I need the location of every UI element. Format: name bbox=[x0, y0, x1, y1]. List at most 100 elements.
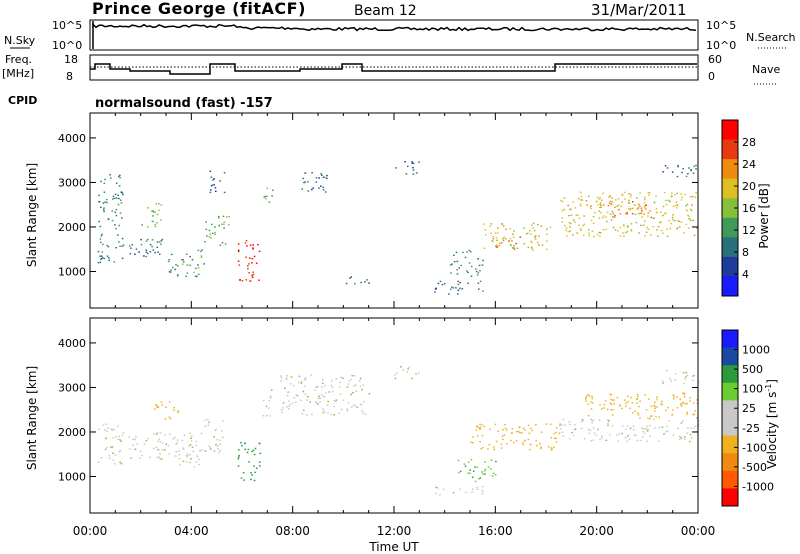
data-cell bbox=[408, 366, 410, 368]
data-cell bbox=[161, 238, 164, 241]
data-cell bbox=[513, 244, 515, 247]
colorbar-segment bbox=[722, 418, 738, 437]
data-cell bbox=[648, 192, 651, 194]
data-cell bbox=[120, 191, 123, 193]
data-cell bbox=[280, 409, 283, 411]
data-cell bbox=[637, 412, 639, 414]
data-cell bbox=[333, 405, 335, 408]
data-cell bbox=[492, 238, 495, 240]
data-cell bbox=[225, 216, 228, 218]
data-cell bbox=[549, 423, 552, 425]
data-cell bbox=[591, 422, 593, 424]
data-cell bbox=[455, 251, 458, 254]
data-cell bbox=[631, 213, 634, 215]
data-cell bbox=[680, 404, 683, 406]
colorbar-segment bbox=[722, 198, 738, 219]
data-cell bbox=[646, 425, 648, 428]
data-cell bbox=[670, 380, 672, 382]
data-cell bbox=[463, 463, 466, 465]
data-cell bbox=[509, 228, 511, 230]
data-cell bbox=[418, 161, 420, 163]
data-cell bbox=[535, 424, 537, 426]
data-cell bbox=[241, 445, 243, 447]
data-cell bbox=[599, 235, 601, 238]
data-cell bbox=[280, 375, 282, 377]
colorbar-segment bbox=[722, 237, 738, 258]
data-cell bbox=[146, 207, 149, 209]
data-cell bbox=[117, 425, 119, 427]
data-cell bbox=[325, 392, 327, 394]
data-cell bbox=[288, 400, 290, 402]
data-cell bbox=[693, 427, 695, 429]
data-cell bbox=[437, 282, 440, 285]
data-cell bbox=[588, 234, 590, 237]
data-cell bbox=[158, 438, 160, 440]
data-cell bbox=[99, 255, 101, 257]
data-cell bbox=[215, 190, 217, 192]
data-cell bbox=[470, 275, 473, 277]
data-cell bbox=[302, 177, 304, 180]
data-cell bbox=[689, 440, 691, 443]
data-cell bbox=[316, 385, 319, 388]
data-cell bbox=[210, 176, 213, 178]
data-cell bbox=[672, 205, 675, 207]
data-cell bbox=[572, 201, 575, 203]
data-cell bbox=[590, 219, 593, 222]
data-cell bbox=[642, 428, 645, 430]
data-cell bbox=[331, 386, 334, 388]
data-cell bbox=[599, 202, 602, 204]
data-cell bbox=[315, 402, 318, 404]
data-cell bbox=[467, 461, 470, 463]
freq-unit: [MHz] bbox=[2, 67, 34, 80]
data-cell bbox=[222, 436, 224, 439]
data-cell bbox=[504, 238, 507, 240]
data-cell bbox=[585, 200, 588, 202]
data-cell bbox=[696, 399, 698, 401]
data-cell bbox=[687, 427, 689, 429]
data-cell bbox=[494, 474, 497, 476]
data-cell bbox=[529, 230, 531, 232]
data-cell bbox=[597, 429, 599, 431]
data-cell bbox=[550, 449, 553, 451]
data-cell bbox=[439, 280, 442, 283]
data-cell bbox=[203, 450, 206, 452]
data-cell bbox=[145, 251, 148, 253]
data-cell bbox=[476, 466, 479, 469]
data-cell bbox=[669, 200, 671, 203]
data-cell bbox=[338, 412, 340, 414]
data-cell bbox=[452, 287, 454, 289]
data-cell bbox=[686, 209, 688, 212]
data-cell bbox=[502, 238, 504, 240]
data-cell bbox=[354, 404, 357, 407]
data-cell bbox=[610, 394, 613, 396]
data-cell bbox=[104, 201, 107, 203]
data-cell bbox=[411, 162, 413, 164]
data-cell bbox=[115, 247, 117, 249]
data-cell bbox=[203, 263, 205, 265]
data-cell bbox=[224, 243, 227, 245]
data-cell bbox=[687, 218, 690, 220]
data-cell bbox=[666, 430, 669, 432]
nsky-tick-bottom: 10^0 bbox=[52, 39, 82, 52]
data-cell bbox=[122, 194, 124, 196]
data-cell bbox=[156, 213, 159, 216]
data-cell bbox=[510, 439, 512, 442]
colorbar-segment bbox=[722, 365, 738, 384]
data-cell bbox=[265, 405, 268, 408]
data-cell bbox=[338, 386, 341, 388]
data-cell bbox=[295, 401, 297, 403]
data-cell bbox=[247, 448, 250, 451]
data-cell bbox=[617, 198, 620, 200]
data-cell bbox=[288, 405, 290, 407]
data-cell bbox=[648, 194, 650, 196]
data-cell bbox=[155, 403, 157, 406]
data-cell bbox=[351, 375, 354, 377]
data-cell bbox=[295, 394, 298, 396]
x-tick-label: 00:00 bbox=[73, 524, 108, 538]
data-cell bbox=[596, 233, 599, 236]
y-tick-label: 3000 bbox=[58, 381, 86, 394]
data-cell bbox=[186, 452, 189, 455]
data-cell bbox=[214, 429, 217, 431]
nsky-panel bbox=[89, 19, 699, 51]
data-cell bbox=[590, 440, 592, 442]
